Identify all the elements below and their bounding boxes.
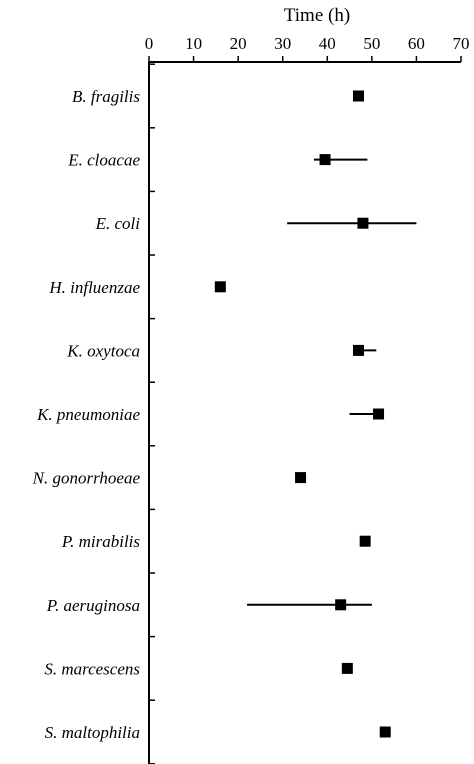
data-point [335, 599, 347, 611]
category-label: E. cloacae [67, 151, 140, 170]
category-label: S. marcescens [44, 659, 140, 678]
x-tick-label: 60 [408, 34, 425, 53]
category-label: N. gonorrhoeae [32, 469, 141, 488]
x-axis: 0 10 20 30 40 50 60 70 [145, 34, 470, 63]
data-point [379, 726, 391, 738]
x-tick-label: 30 [274, 34, 291, 53]
category-labels: B. fragilis E. cloacae E. coli H. influenza… [32, 87, 141, 742]
data-point [319, 154, 331, 166]
data-point [295, 472, 307, 484]
category-label: E. coli [95, 214, 141, 233]
category-label: H. influenzae [48, 278, 140, 297]
y-axis [148, 62, 155, 764]
data-points [214, 90, 391, 738]
category-label: B. fragilis [72, 87, 140, 106]
category-label: K. oxytoca [66, 341, 140, 360]
data-point [341, 662, 353, 674]
data-point [357, 217, 369, 229]
data-point [214, 281, 226, 293]
category-label: K. pneumoniae [36, 405, 140, 424]
category-label: P. aeruginosa [46, 596, 140, 615]
x-tick-label: 50 [363, 34, 380, 53]
x-tick-label: 10 [185, 34, 202, 53]
x-tick-label: 20 [230, 34, 247, 53]
x-tick-label: 40 [319, 34, 336, 53]
category-label: S. maltophilia [45, 723, 140, 742]
x-tick-label: 70 [453, 34, 470, 53]
error-bars [247, 158, 417, 606]
x-axis-title: Time (h) [284, 5, 350, 26]
data-point [359, 535, 371, 547]
category-label: P. mirabilis [61, 532, 140, 551]
data-point [352, 90, 364, 102]
data-point [352, 344, 364, 356]
data-point [373, 408, 385, 420]
x-tick-label: 0 [145, 34, 154, 53]
